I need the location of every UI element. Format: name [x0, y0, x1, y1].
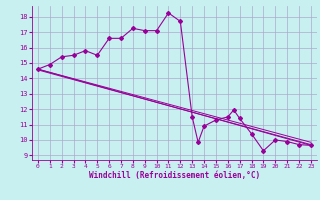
X-axis label: Windchill (Refroidissement éolien,°C): Windchill (Refroidissement éolien,°C): [89, 171, 260, 180]
